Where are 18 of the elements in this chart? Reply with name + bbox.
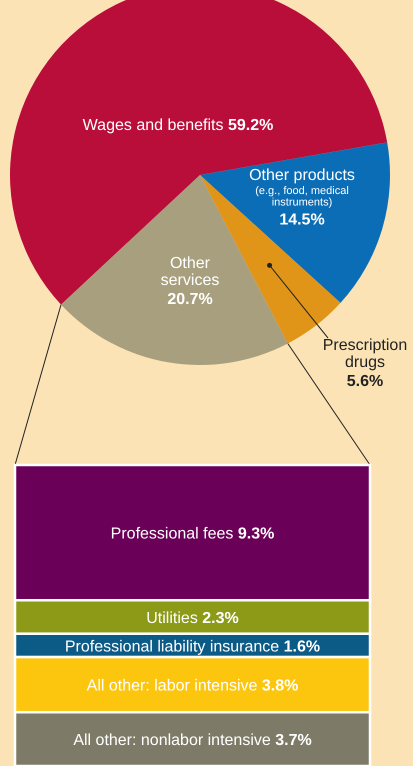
- data-label: 5.6%: [346, 372, 384, 390]
- series-label: Utilities: [146, 610, 202, 627]
- data-label: 59.2%: [228, 117, 274, 134]
- data-label: 2.3%: [202, 610, 239, 627]
- data-label: 1.6%: [284, 638, 320, 656]
- slice-label: Wages and benefits: [82, 117, 228, 134]
- data-label: 14.5%: [279, 212, 325, 229]
- data-label: 3.8%: [262, 678, 298, 695]
- data-label: 9.3%: [238, 526, 274, 543]
- series-label: All other: labor intensive: [86, 678, 262, 695]
- data-label: 20.7%: [167, 290, 213, 308]
- slice-label: Other services: [160, 255, 220, 289]
- series-label: Professional fees: [110, 526, 238, 543]
- slice-label: Other products (e.g., food, medical instruments): [249, 167, 355, 209]
- slice-label: Prescription drugs: [322, 337, 408, 371]
- series-label: Professional liability insurance: [64, 638, 284, 656]
- series-label: All other: nonlabor intensive: [73, 732, 276, 750]
- data-label: 3.7%: [275, 732, 312, 750]
